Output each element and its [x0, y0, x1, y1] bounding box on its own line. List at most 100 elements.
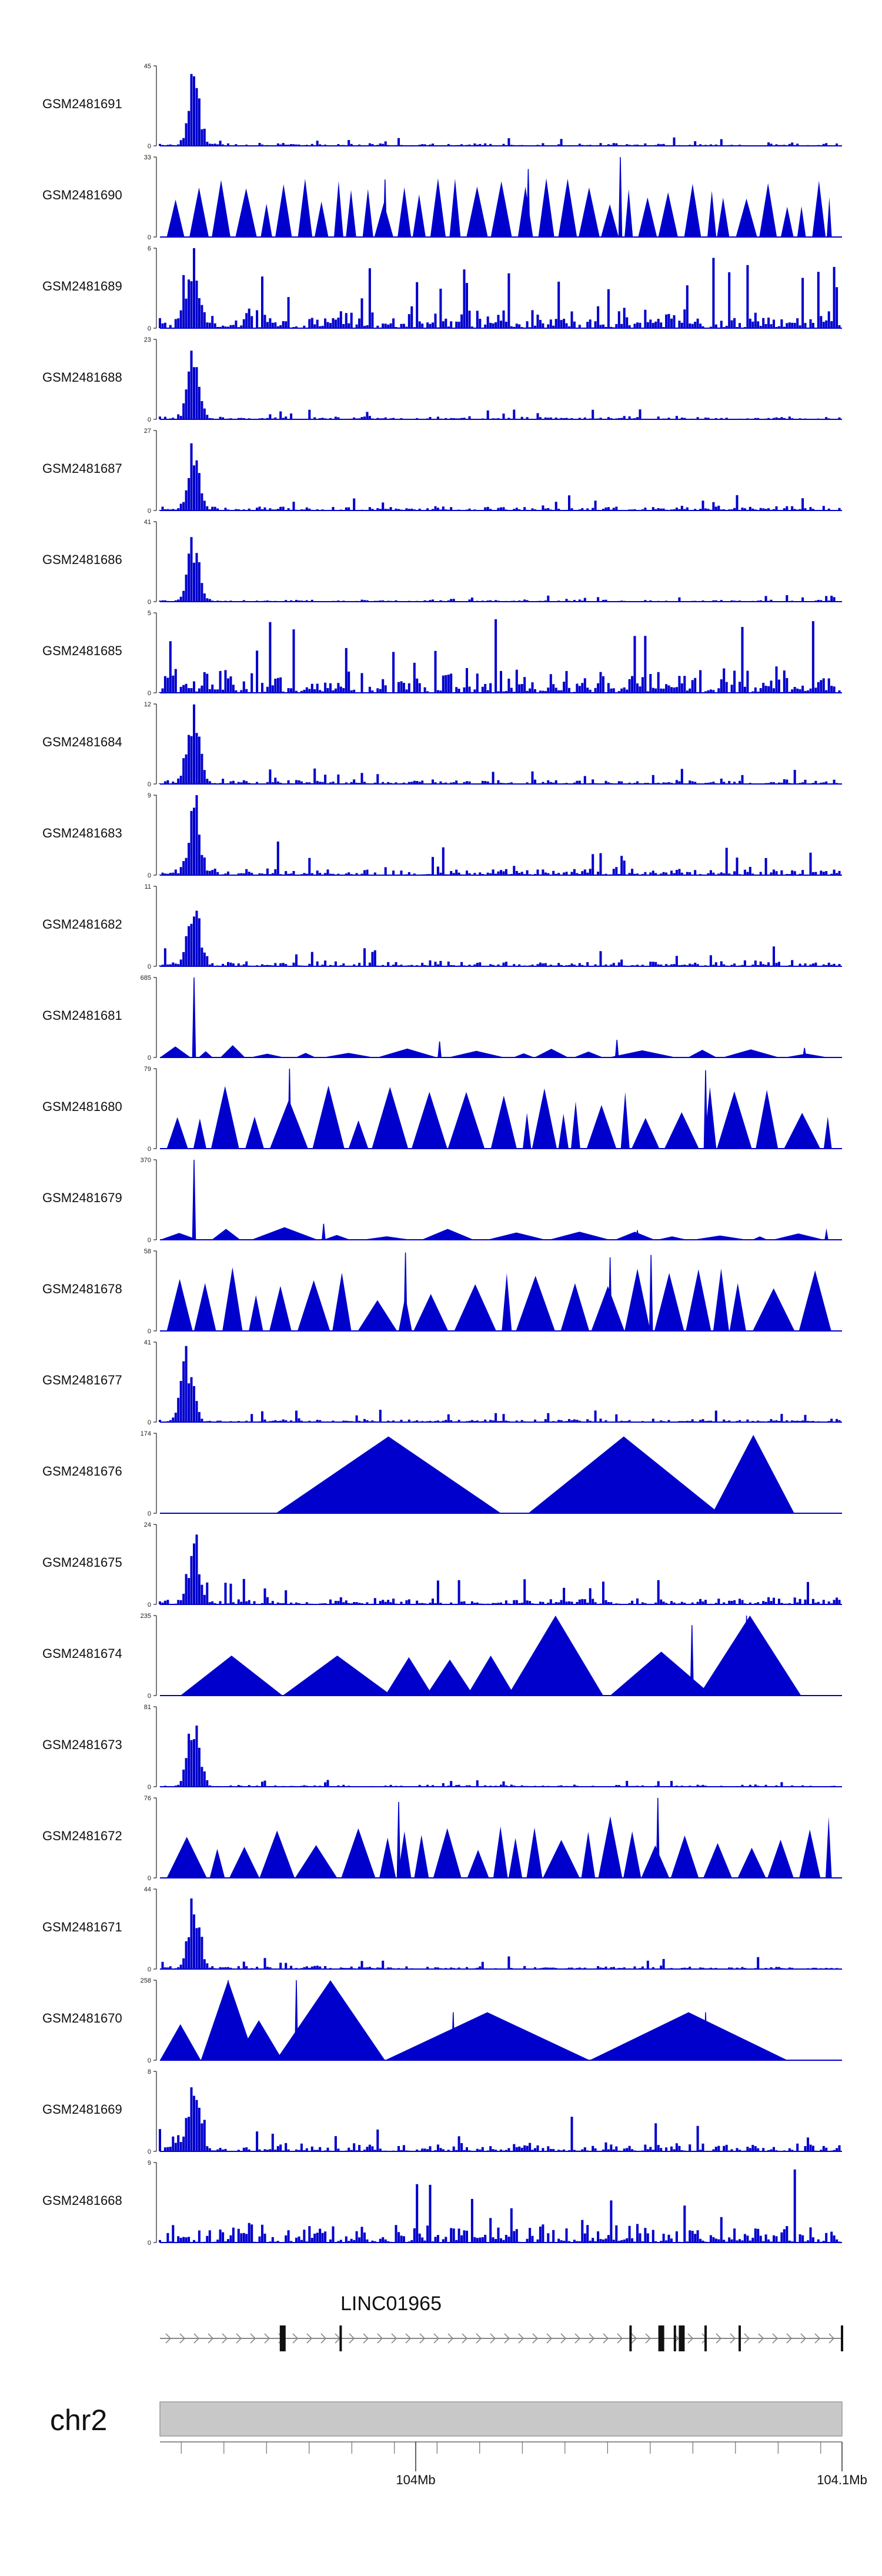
y-zero-label: 0 [148, 1875, 151, 1882]
signal-area [180, 1616, 801, 1696]
strand-chevrons [165, 2333, 835, 2344]
track-label: GSM2481682 [42, 917, 122, 932]
track-label: GSM2481686 [42, 552, 122, 567]
y-max-label: 9 [148, 2160, 151, 2167]
exon-block [629, 2325, 632, 2351]
y-zero-label: 0 [148, 325, 151, 332]
y-zero-label: 0 [148, 2240, 151, 2247]
y-max-label: 45 [144, 63, 151, 70]
y-zero-label: 0 [148, 690, 151, 697]
chromosome-ideogram-track: chr2 104Mb 104.1Mb [50, 2401, 867, 2487]
signal-bars [158, 910, 841, 966]
signal-area [166, 1085, 832, 1149]
y-max-label: 33 [144, 154, 151, 161]
y-max-label: 235 [141, 1613, 151, 1620]
signal-peaks [288, 1068, 708, 1149]
track-label: GSM2481673 [42, 1737, 122, 1752]
track-GSM2481687: GSM2481687 27 0 [42, 428, 842, 515]
y-zero-label: 0 [148, 963, 151, 970]
track-label: GSM2481672 [42, 1828, 122, 1843]
signal-bars [158, 1726, 838, 1787]
track-label: GSM2481677 [42, 1373, 122, 1387]
signal-peaks [690, 1615, 749, 1696]
y-zero-label: 0 [148, 2148, 151, 2155]
y-zero-label: 0 [148, 1328, 151, 1335]
signal-peaks [396, 1797, 660, 1878]
signal-area [166, 1816, 832, 1878]
track-label: GSM2481679 [42, 1190, 122, 1205]
axis-tick-label: 104.1Mb [817, 2472, 867, 2487]
track-label: GSM2481685 [42, 643, 122, 658]
y-max-label: 27 [144, 428, 151, 435]
signal-bars [158, 1346, 841, 1422]
y-zero-label: 0 [148, 416, 151, 423]
track-label: GSM2481689 [42, 279, 122, 293]
y-zero-label: 0 [148, 2057, 151, 2064]
signal-area [166, 178, 832, 237]
y-zero-label: 0 [148, 1055, 151, 1062]
track-GSM2481671: GSM2481671 44 0 [42, 1886, 842, 1973]
chromosome-label: chr2 [50, 2404, 107, 2437]
track-label: GSM2481669 [42, 2102, 122, 2117]
track-GSM2481672: GSM2481672 76 0 [42, 1795, 842, 1882]
track-label: GSM2481675 [42, 1555, 122, 1570]
y-max-label: 44 [144, 1886, 151, 1893]
signal-bars [158, 248, 841, 328]
exon-block [658, 2325, 664, 2351]
track-label: GSM2481671 [42, 1920, 122, 1934]
y-max-label: 5 [148, 610, 151, 617]
track-GSM2481674: GSM2481674 235 0 [42, 1613, 842, 1700]
y-max-label: 9 [148, 792, 151, 799]
track-label: GSM2481668 [42, 2193, 122, 2208]
track-GSM2481684: GSM2481684 12 0 [42, 701, 842, 788]
signal-peaks [383, 156, 623, 238]
y-zero-label: 0 [148, 1146, 151, 1153]
exon-block [679, 2325, 685, 2351]
y-max-label: 258 [141, 1977, 151, 1984]
y-max-label: 8 [148, 2068, 151, 2076]
track-label: GSM2481674 [42, 1646, 122, 1661]
track-label: GSM2481690 [42, 188, 122, 202]
y-zero-label: 0 [148, 1419, 151, 1426]
gene-model [160, 2325, 843, 2351]
track-label: GSM2481684 [42, 735, 122, 749]
track-label: GSM2481683 [42, 826, 122, 840]
genome-axis: 104Mb 104.1Mb [160, 2441, 867, 2487]
y-max-label: 24 [144, 1521, 151, 1529]
signal-bars [158, 74, 841, 146]
exon-block [841, 2325, 843, 2351]
track-GSM2481675: GSM2481675 24 0 [42, 1521, 842, 1609]
track-GSM2481669: GSM2481669 8 0 [42, 2068, 842, 2155]
y-max-label: 23 [144, 336, 151, 343]
y-max-label: 76 [144, 1795, 151, 1802]
signal-peaks [226, 1980, 708, 2061]
y-max-label: 174 [141, 1430, 151, 1437]
track-label: GSM2481670 [42, 2011, 122, 2026]
y-max-label: 41 [144, 1339, 151, 1346]
y-zero-label: 0 [148, 1510, 151, 1517]
exon-block [339, 2325, 342, 2351]
y-zero-label: 0 [148, 234, 151, 241]
y-zero-label: 0 [148, 599, 151, 606]
track-GSM2481676: GSM2481676 174 0 [42, 1430, 842, 1517]
track-label: GSM2481687 [42, 461, 122, 476]
signal-peaks [403, 1252, 653, 1332]
signal-area [160, 1227, 828, 1240]
track-GSM2481688: GSM2481688 23 0 [42, 336, 842, 423]
track-label: GSM2481681 [42, 1008, 122, 1023]
signal-area [166, 1267, 831, 1331]
track-label: GSM2481691 [42, 96, 122, 111]
exon-block [739, 2325, 741, 2351]
y-max-label: 79 [144, 1066, 151, 1073]
track-GSM2481685: GSM2481685 5 0 [42, 610, 842, 697]
signal-peaks [192, 1159, 640, 1240]
signal-bars [158, 1534, 841, 1604]
track-GSM2481681: GSM2481681 685 0 [42, 975, 842, 1062]
signal-bars [158, 2169, 841, 2243]
track-label: GSM2481678 [42, 1282, 122, 1296]
y-max-label: 81 [144, 1704, 151, 1711]
signal-bars [158, 795, 841, 875]
signal-bars [158, 2087, 841, 2151]
chromosome-ideogram-bar [159, 2401, 843, 2437]
